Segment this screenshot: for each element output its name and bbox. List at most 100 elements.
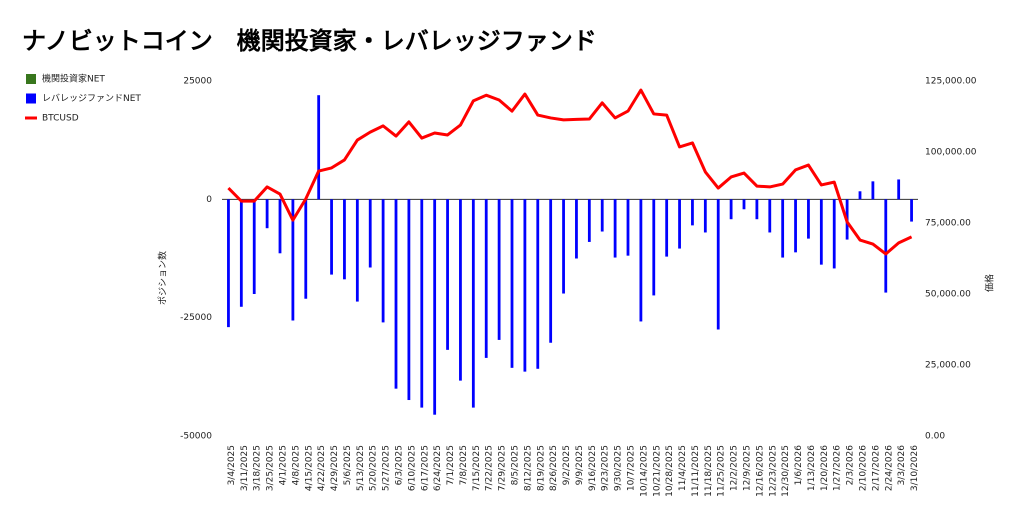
bar <box>819 199 823 265</box>
x-tick-label: 4/1/2025 <box>279 445 289 485</box>
x-tick-label: 12/30/2025 <box>781 445 791 497</box>
x-tick-label: 5/13/2025 <box>356 445 366 491</box>
x-tick-label: 12/16/2025 <box>755 445 765 497</box>
bar <box>355 199 359 302</box>
x-tick-label: 8/12/2025 <box>523 445 533 491</box>
bar <box>652 199 656 296</box>
x-tick-label: 12/2/2025 <box>730 445 740 491</box>
y2-tick-label: 25,000.00 <box>925 361 971 371</box>
x-tick-label: 11/25/2025 <box>717 445 727 497</box>
bar <box>871 181 875 200</box>
bar <box>755 199 759 220</box>
x-tick-label: 7/8/2025 <box>459 445 469 485</box>
x-tick-label: 8/5/2025 <box>511 445 521 485</box>
bar <box>252 199 256 294</box>
y-tick-label: 25000 <box>183 77 212 87</box>
bar <box>910 199 913 222</box>
x-tick-label: 1/6/2026 <box>794 445 804 486</box>
y2-tick-label: 0.00 <box>925 432 945 442</box>
x-tick-label: 9/16/2025 <box>588 445 598 491</box>
legend-label: BTCUSD <box>42 114 79 124</box>
bar <box>433 199 437 415</box>
bar <box>446 199 449 350</box>
bar <box>317 95 321 200</box>
bar <box>549 199 553 343</box>
y-axis-label: ポジション数 <box>157 251 169 305</box>
x-tick-label: 4/29/2025 <box>330 445 340 491</box>
bar <box>562 199 565 294</box>
legend-label: レバレッジファンドNET <box>42 93 141 104</box>
y-tick-label: 0 <box>206 195 212 205</box>
bar <box>304 199 308 299</box>
bar <box>678 199 681 249</box>
bar <box>897 179 901 200</box>
x-tick-label: 10/14/2025 <box>639 445 649 497</box>
bar <box>884 199 888 293</box>
bar <box>459 199 462 381</box>
x-tick-label: 6/3/2025 <box>395 445 405 485</box>
x-tick-label: 11/4/2025 <box>678 445 688 491</box>
x-tick-label: 2/10/2026 <box>859 445 869 491</box>
bar <box>381 199 385 323</box>
bar <box>600 199 604 232</box>
y2-tick-label: 75,000.00 <box>925 219 971 229</box>
x-tick-label: 1/13/2026 <box>807 445 817 491</box>
x-tick-label: 8/26/2025 <box>549 445 559 491</box>
bar <box>407 199 411 401</box>
x-tick-label: 10/28/2025 <box>665 445 675 497</box>
bar <box>265 199 269 229</box>
x-tick-label: 5/27/2025 <box>382 445 392 491</box>
bar <box>291 199 295 321</box>
x-tick-label: 3/4/2025 <box>227 445 237 485</box>
bar <box>587 199 591 242</box>
bar <box>471 199 475 408</box>
bar <box>497 199 501 340</box>
bar <box>716 199 720 330</box>
x-tick-label: 11/18/2025 <box>704 445 714 497</box>
x-tick-label: 7/22/2025 <box>485 445 495 491</box>
x-tick-label: 3/18/2025 <box>253 445 263 491</box>
x-tick-label: 9/2/2025 <box>562 445 572 485</box>
x-tick-label: 1/20/2026 <box>820 445 830 491</box>
x-tick-label: 9/9/2025 <box>575 445 585 485</box>
x-tick-label: 2/3/2026 <box>846 445 856 486</box>
line <box>227 88 913 256</box>
bar <box>626 199 630 256</box>
bar <box>781 199 785 258</box>
bar <box>832 199 836 269</box>
bar <box>575 199 578 259</box>
bar <box>394 199 398 389</box>
x-tick-label: 6/17/2025 <box>420 445 430 491</box>
bar <box>523 199 527 372</box>
x-tick-label: 6/24/2025 <box>433 445 443 491</box>
x-tick-label: 7/15/2025 <box>472 445 482 491</box>
legend-swatch <box>26 93 36 104</box>
y-tick-label: -50000 <box>180 432 212 442</box>
bar <box>665 199 669 257</box>
bar <box>807 199 810 239</box>
x-tick-label: 7/29/2025 <box>498 445 508 491</box>
y2-tick-label: 125,000.00 <box>925 77 977 87</box>
bar <box>794 199 797 253</box>
legend-label: 機関投資家NET <box>42 73 105 85</box>
bar <box>691 199 694 226</box>
bar <box>703 199 707 233</box>
x-tick-label: 2/17/2026 <box>871 445 881 491</box>
y-tick-label: -25000 <box>180 313 212 323</box>
x-tick-label: 2/24/2026 <box>884 445 894 491</box>
bar <box>368 199 372 268</box>
x-tick-label: 3/3/2026 <box>897 445 907 486</box>
bar <box>484 199 488 358</box>
bar <box>729 199 733 220</box>
bar <box>536 199 540 369</box>
y2-axis-label: 価格 <box>984 274 996 292</box>
x-tick-label: 7/1/2025 <box>446 445 456 485</box>
x-tick-label: 8/19/2025 <box>536 445 546 491</box>
x-tick-label: 12/23/2025 <box>768 445 778 497</box>
chart-title: ナノビットコイン 機関投資家・レバレッジファンド <box>22 27 597 55</box>
bar <box>510 199 514 368</box>
x-tick-label: 4/8/2025 <box>291 445 301 485</box>
x-tick-label: 3/10/2026 <box>910 445 920 491</box>
x-tick-label: 5/6/2025 <box>343 445 353 485</box>
